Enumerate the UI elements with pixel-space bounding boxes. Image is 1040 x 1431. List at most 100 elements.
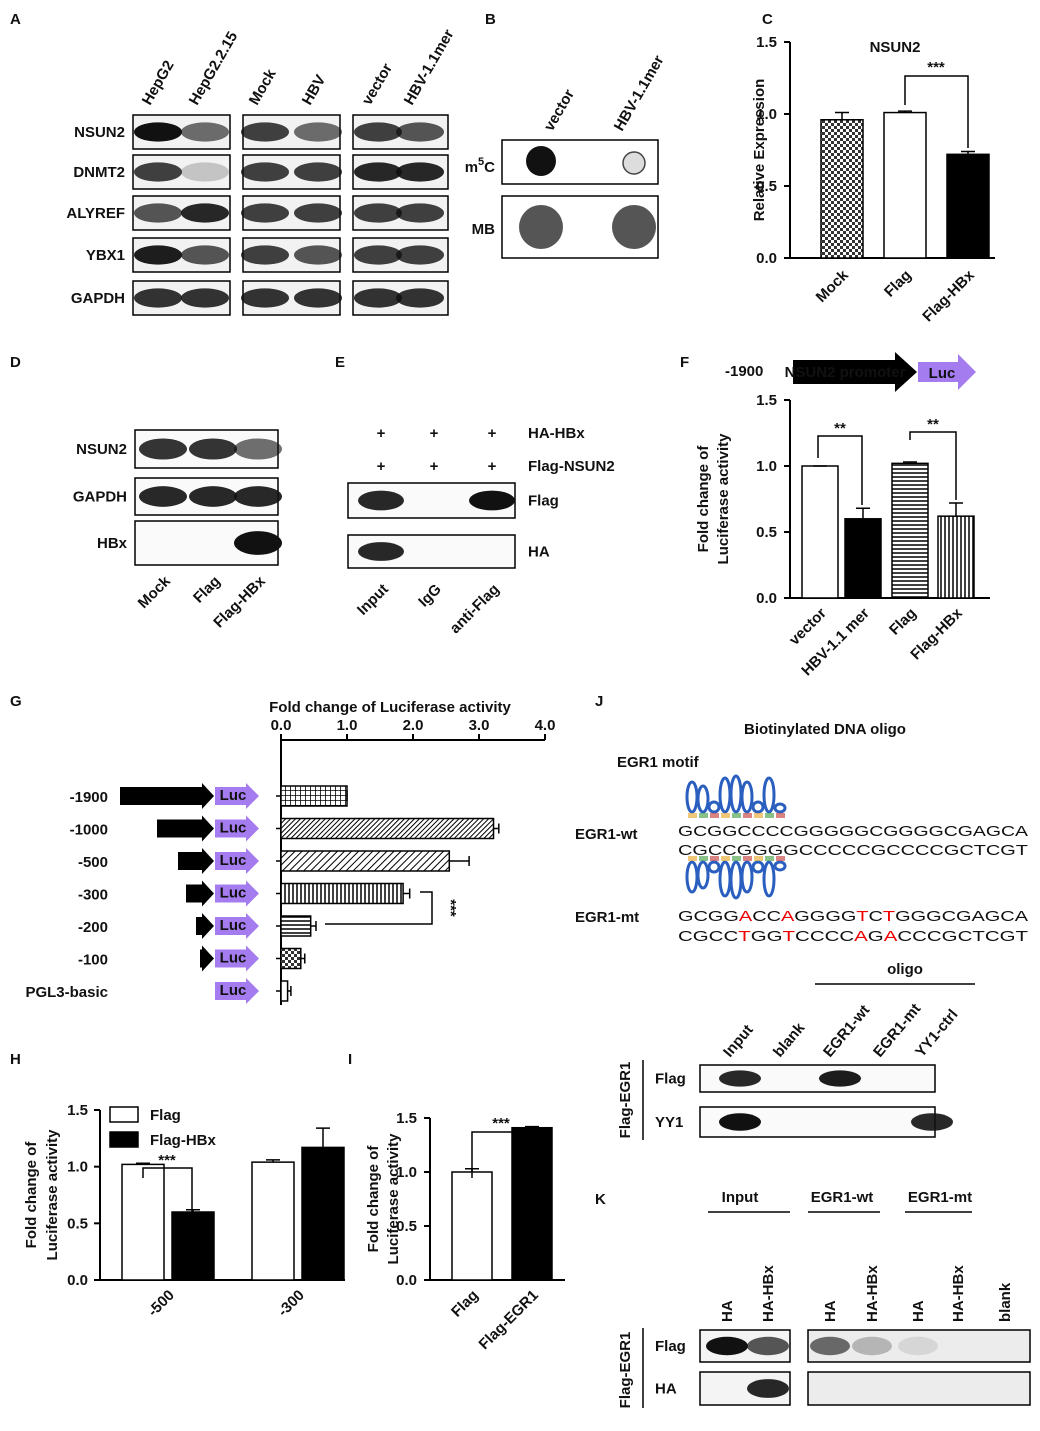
y-tick-label: -1000 xyxy=(70,822,108,839)
reporter-arrow xyxy=(215,815,259,842)
sequence-part: A xyxy=(739,908,752,925)
legend-swatch xyxy=(109,1106,139,1123)
dot xyxy=(526,146,556,176)
annotation: ** xyxy=(927,416,939,433)
annotation: *** xyxy=(492,1115,510,1132)
logo-glyph xyxy=(718,860,732,898)
lane-label: HA xyxy=(822,1300,839,1322)
promoter-start: -1900 xyxy=(725,363,763,380)
bar xyxy=(301,1146,345,1281)
band xyxy=(354,288,402,308)
bar xyxy=(251,1161,295,1281)
band xyxy=(747,1379,789,1398)
title: Biotinylated DNA oligo xyxy=(744,721,906,738)
bar xyxy=(883,111,927,259)
y-tick-label: -500 xyxy=(78,854,108,871)
band xyxy=(234,438,282,460)
x-tick-label: 3.0 xyxy=(469,717,490,734)
band xyxy=(181,122,229,142)
bar xyxy=(891,462,929,599)
bar xyxy=(280,882,404,905)
bar xyxy=(511,1126,553,1281)
y-tick-label: 1.5 xyxy=(396,1110,417,1127)
sequence-part: GCGG xyxy=(678,908,739,925)
significance-bracket xyxy=(471,1131,531,1178)
y-axis-label: Luciferase activity xyxy=(385,1133,402,1265)
lane-label: HA-HBx xyxy=(950,1265,967,1322)
band xyxy=(810,1336,850,1356)
logo-glyph xyxy=(773,802,787,814)
row-label: HA xyxy=(528,544,550,561)
band xyxy=(396,122,444,142)
reporter-label: Luc xyxy=(220,885,247,902)
error-bar xyxy=(300,953,306,964)
band xyxy=(294,203,342,223)
x-tick-label: Flag xyxy=(448,1287,482,1321)
sequence-part: CCCC xyxy=(795,928,854,945)
lane-label: vector xyxy=(541,86,578,134)
bar xyxy=(844,518,882,599)
reporter-label: Luc xyxy=(220,917,247,934)
reporter-arrow xyxy=(215,848,259,874)
condition-label: Flag-NSUN2 xyxy=(528,458,615,475)
y-tick-label: 0.0 xyxy=(756,590,777,607)
row-label: NSUN2 xyxy=(76,441,127,458)
annotation: *** xyxy=(927,59,945,76)
dot xyxy=(519,205,563,249)
reporter-label: Luc xyxy=(929,365,956,382)
y-tick-label: -1900 xyxy=(70,789,108,806)
logo-glyph xyxy=(740,780,754,814)
band xyxy=(819,1070,861,1087)
row-label: Flag xyxy=(528,493,559,510)
chart-title: NSUN2 xyxy=(870,39,921,56)
y-axis-label: Luciferase activity xyxy=(715,433,732,565)
lane-label: blank xyxy=(770,1019,809,1060)
condition-label: HA-HBx xyxy=(528,425,585,442)
significance-bracket xyxy=(817,435,863,505)
bar xyxy=(937,515,975,599)
band xyxy=(189,438,237,460)
group-label: Input xyxy=(722,1189,759,1206)
group-label: oligo xyxy=(887,961,923,978)
error-bar xyxy=(903,461,917,464)
band xyxy=(719,1070,761,1087)
sequence-part: T xyxy=(856,908,868,925)
promoter-label: NSUN2 promoter xyxy=(785,364,906,381)
x-tick-label: 0.0 xyxy=(271,717,292,734)
y-tick-label: 1.0 xyxy=(756,106,777,123)
x-tick-label: 4.0 xyxy=(535,717,556,734)
bar xyxy=(280,980,289,1002)
y-tick-label: 0.5 xyxy=(396,1218,417,1235)
row-label: GAPDH xyxy=(73,489,127,506)
x-tick-label: Mock xyxy=(813,266,853,306)
lane-label: Mock xyxy=(135,572,175,612)
band xyxy=(134,245,182,265)
bar xyxy=(121,1163,165,1281)
sequence-part: C xyxy=(869,908,884,925)
band xyxy=(241,203,289,223)
logo-glyph xyxy=(696,784,710,814)
band xyxy=(358,542,404,561)
band xyxy=(706,1336,748,1356)
legend-label: Flag-HBx xyxy=(150,1132,216,1149)
logo-glyph xyxy=(707,860,721,874)
lane-label: IgG xyxy=(415,581,445,611)
dot xyxy=(612,205,656,249)
logo-glyph xyxy=(685,780,699,814)
logo-glyph xyxy=(754,856,763,861)
bar xyxy=(280,947,302,970)
lane-label: HA-HBx xyxy=(760,1265,777,1322)
lane-label: HepG2.2.15 xyxy=(186,29,242,108)
error-bar xyxy=(136,1162,150,1165)
annotation: ** xyxy=(834,420,846,437)
logo-glyph xyxy=(776,813,785,818)
sequence: CGCC T GG T CCCC A G A CCCGCTCGT xyxy=(678,928,1028,945)
y-tick-label: 1.0 xyxy=(756,458,777,475)
sequence-part: CGCCGGGGCCCCCGCCCCGCTCGT xyxy=(678,842,1028,859)
condition-mark: + xyxy=(377,425,386,442)
logo-glyph xyxy=(699,813,708,818)
lane-label: HBV-1.1mer xyxy=(611,52,668,134)
oligo-label: EGR1-mt xyxy=(575,909,639,926)
bar xyxy=(451,1171,493,1281)
